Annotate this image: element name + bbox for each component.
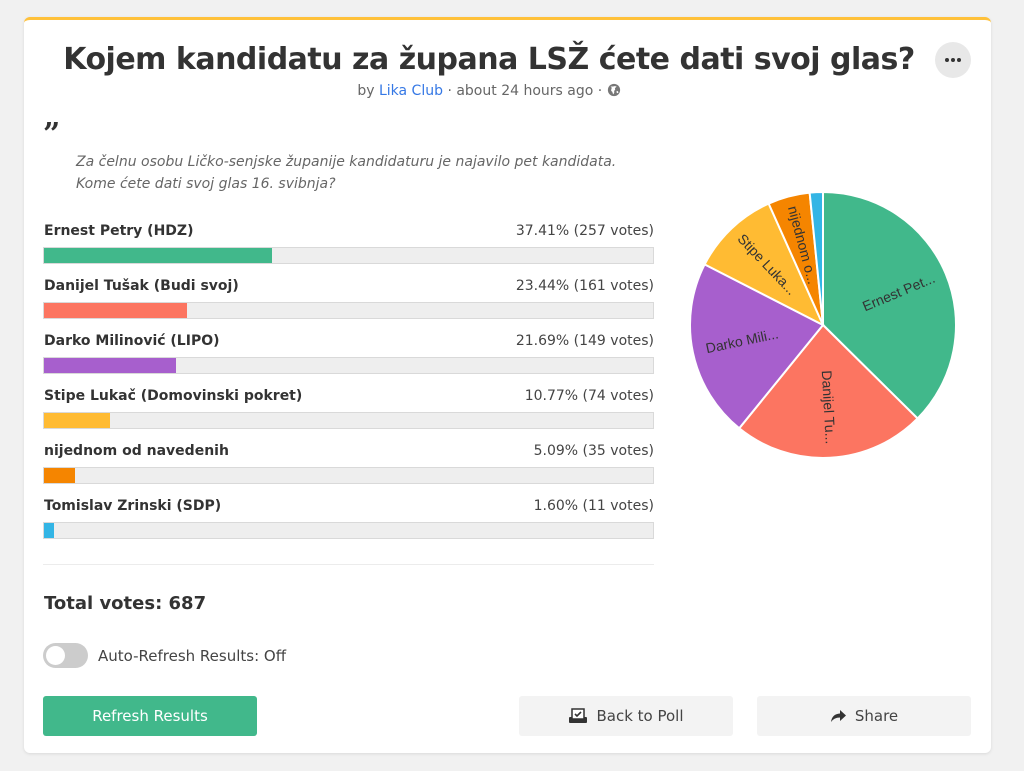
option-stats: 5.09% (35 votes) — [533, 443, 654, 459]
description-line: Za čelnu osobu Ličko-senjske županije ka… — [76, 154, 617, 170]
pie-slice — [822, 190, 957, 420]
auto-refresh-toggle[interactable] — [43, 643, 88, 668]
result-option: Stipe Lukač (Domovinski pokret) 10.77% (… — [43, 388, 654, 443]
pie-slice — [737, 323, 919, 459]
option-label: Ernest Petry (HDZ) — [44, 223, 194, 239]
share-button[interactable]: Share — [757, 696, 971, 736]
option-bar-fill — [44, 413, 110, 428]
result-option: Tomislav Zrinski (SDP) 1.60% (11 votes) — [43, 498, 654, 553]
result-option: Ernest Petry (HDZ) 37.41% (257 votes) — [43, 223, 654, 278]
option-bar — [43, 302, 654, 319]
option-stats: 23.44% (161 votes) — [515, 278, 654, 294]
result-option: Danijel Tušak (Budi svoj) 23.44% (161 vo… — [43, 278, 654, 333]
byline-separator: · — [597, 83, 603, 99]
poll-time: about 24 hours ago — [456, 83, 594, 99]
option-label: Danijel Tušak (Budi svoj) — [44, 278, 239, 294]
option-bar-fill — [44, 303, 187, 318]
toggle-knob — [46, 646, 65, 665]
pie-slice-label: Danijel Tu... — [819, 370, 839, 445]
more-horizontal-icon — [945, 58, 961, 62]
description-line: Kome ćete dati svoj glas 16. svibnja? — [76, 176, 336, 192]
byline-separator: · — [447, 83, 452, 99]
total-votes: Total votes: 687 — [44, 593, 207, 614]
option-bar — [43, 467, 654, 484]
share-label: Share — [854, 707, 899, 725]
poll-description: Za čelnu osobu Ličko-senjske županije ka… — [76, 151, 656, 195]
quote-icon: ” — [43, 117, 61, 152]
globe-icon — [607, 83, 620, 97]
result-option: nijednom od navedenih 5.09% (35 votes) — [43, 443, 654, 498]
option-bar — [43, 522, 654, 539]
option-label: nijednom od navedenih — [44, 443, 229, 459]
poll-title: Kojem kandidatu za župana LSŽ ćete dati … — [63, 42, 915, 77]
byline-by: by — [357, 83, 375, 99]
auto-refresh-label: Auto-Refresh Results: Off — [98, 647, 287, 665]
pie-slice — [808, 190, 824, 326]
author-link[interactable]: Lika Club — [378, 83, 443, 99]
option-bar-fill — [44, 523, 54, 538]
back-to-poll-button[interactable]: Back to Poll — [519, 696, 733, 736]
pie-slice — [689, 263, 825, 430]
option-stats: 37.41% (257 votes) — [515, 223, 654, 239]
share-arrow-icon — [830, 710, 846, 722]
option-bar — [43, 247, 654, 264]
option-bar-fill — [44, 358, 177, 373]
option-label: Darko Milinović (LIPO) — [44, 333, 220, 349]
option-stats: 10.77% (74 votes) — [524, 388, 654, 404]
results-list: Ernest Petry (HDZ) 37.41% (257 votes) Da… — [43, 223, 654, 553]
option-bar-fill — [44, 468, 75, 483]
option-bar-fill — [44, 248, 272, 263]
back-to-poll-label: Back to Poll — [596, 707, 684, 725]
ballot-box-icon — [569, 708, 588, 723]
option-stats: 1.60% (11 votes) — [533, 498, 654, 514]
divider — [43, 564, 654, 565]
poll-byline: by Lika Club · about 24 hours ago · — [24, 83, 954, 99]
pie-slice — [703, 202, 826, 328]
option-bar — [43, 412, 654, 429]
results-pie-chart: Ernest Pet...Danijel Tu...Darko Mili...S… — [689, 190, 957, 459]
option-label: Stipe Lukač (Domovinski pokret) — [44, 388, 303, 404]
poll-results-card: Kojem kandidatu za župana LSŽ ćete dati … — [24, 17, 991, 753]
option-stats: 21.69% (149 votes) — [515, 333, 654, 349]
more-options-button[interactable] — [935, 42, 971, 78]
option-label: Tomislav Zrinski (SDP) — [44, 498, 222, 514]
option-bar — [43, 357, 654, 374]
refresh-results-button[interactable]: Refresh Results — [43, 696, 257, 736]
result-option: Darko Milinović (LIPO) 21.69% (149 votes… — [43, 333, 654, 388]
